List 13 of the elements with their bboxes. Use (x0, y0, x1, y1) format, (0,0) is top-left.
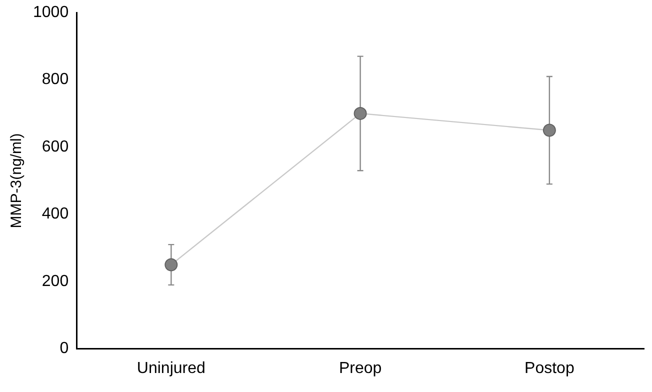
y-tick-label: 1000 (33, 4, 69, 22)
point (542, 124, 556, 137)
point (354, 106, 367, 120)
x-tick-label: Uninjured (136, 360, 206, 377)
x-tick-label: Preop (338, 360, 382, 377)
y-tick-label: 800 (42, 71, 69, 88)
y-tick-label: 400 (42, 206, 69, 223)
y-tick-label: 600 (42, 138, 69, 156)
y-tick-label: 0 (60, 340, 69, 358)
x-tick-label: Postop (524, 360, 574, 377)
y-tick-label: 200 (42, 272, 69, 290)
point (164, 258, 178, 272)
y-axis-title: MMP-3(ng/ml) (8, 133, 26, 228)
